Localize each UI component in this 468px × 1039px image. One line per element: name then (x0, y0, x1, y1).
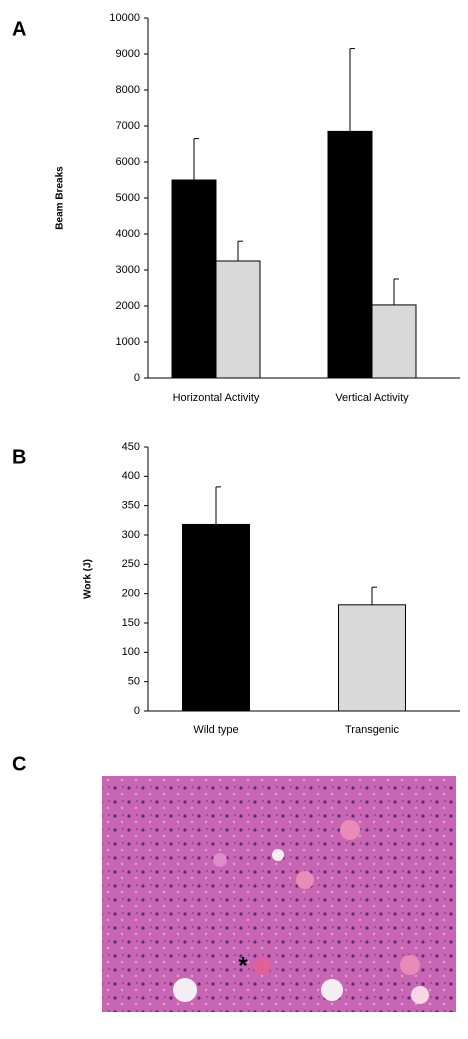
y-tick-label: 300 (122, 529, 140, 541)
panel-label: C (12, 753, 26, 775)
y-tick-label: 450 (122, 441, 140, 453)
panel-label: A (12, 18, 26, 40)
y-tick-label: 50 (128, 676, 140, 688)
y-axis-label: Beam Breaks (55, 166, 66, 230)
bar (183, 524, 250, 711)
y-tick-label: 0 (134, 372, 140, 384)
y-tick-label: 6000 (116, 156, 140, 168)
x-tick-label: Wild type (193, 724, 238, 736)
y-tick-label: 200 (122, 588, 140, 600)
x-tick-label: Horizontal Activity (173, 392, 260, 404)
y-tick-label: 8000 (116, 84, 140, 96)
marker: * (238, 952, 248, 979)
bar (339, 605, 406, 711)
y-tick-label: 100 (122, 646, 140, 658)
y-tick-label: 3000 (116, 264, 140, 276)
y-tick-label: 4000 (116, 228, 140, 240)
y-tick-label: 2000 (116, 300, 140, 312)
figure: C * ABeam Breaks010002000300040005000600… (0, 0, 468, 1039)
y-tick-label: 350 (122, 500, 140, 512)
y-tick-label: 400 (122, 470, 140, 482)
bar (216, 261, 260, 378)
y-tick-label: 250 (122, 558, 140, 570)
y-tick-label: 0 (134, 705, 140, 717)
y-tick-label: 1000 (116, 336, 140, 348)
bar (328, 131, 372, 378)
histology-image (102, 776, 456, 1012)
bar (372, 305, 416, 378)
y-tick-label: 10000 (109, 12, 140, 24)
y-tick-label: 7000 (116, 120, 140, 132)
panel-label: B (12, 446, 26, 468)
bar (172, 180, 216, 378)
y-tick-label: 150 (122, 617, 140, 629)
y-tick-label: 5000 (116, 192, 140, 204)
x-tick-label: Vertical Activity (335, 392, 409, 404)
x-tick-label: Transgenic (345, 724, 400, 736)
y-axis-label: Work (J) (83, 559, 94, 599)
y-tick-label: 9000 (116, 48, 140, 60)
